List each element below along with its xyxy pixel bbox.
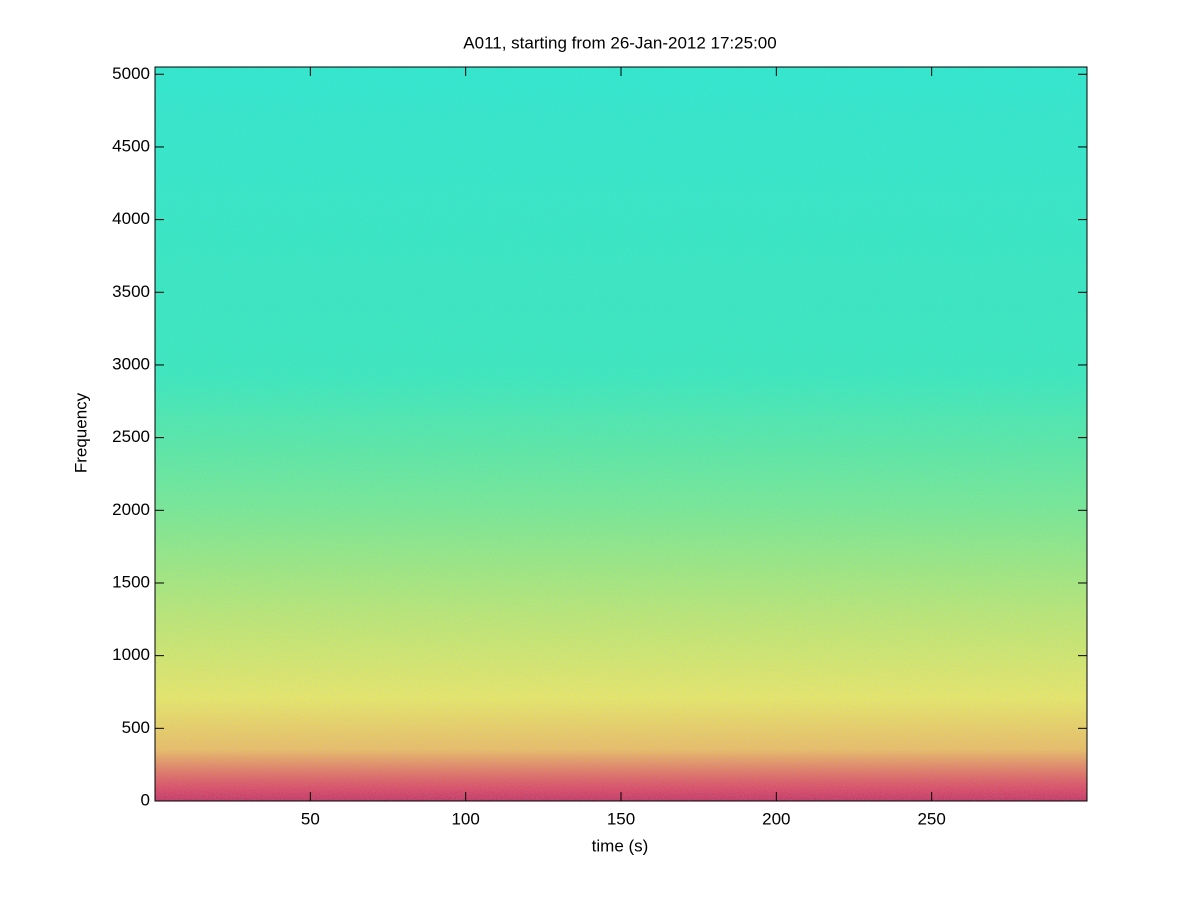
y-tick-label: 1000 bbox=[112, 645, 150, 664]
y-tick-label: 5000 bbox=[112, 64, 150, 83]
x-tick-label: 100 bbox=[451, 809, 479, 828]
chart-title: A011, starting from 26-Jan-2012 17:25:00 bbox=[463, 33, 776, 52]
x-tick-label: 200 bbox=[762, 809, 790, 828]
x-tick-label: 50 bbox=[301, 809, 320, 828]
y-tick-label: 500 bbox=[122, 718, 150, 737]
y-tick-label: 4500 bbox=[112, 136, 150, 155]
y-tick-label: 2000 bbox=[112, 500, 150, 519]
y-tick-label: 2500 bbox=[112, 427, 150, 446]
x-axis-label: time (s) bbox=[592, 836, 649, 855]
y-tick-label: 3000 bbox=[112, 354, 150, 373]
y-tick-label: 1500 bbox=[112, 572, 150, 591]
y-tick-label: 3500 bbox=[112, 282, 150, 301]
y-tick-label: 4000 bbox=[112, 209, 150, 228]
y-axis-label: Frequency bbox=[71, 392, 90, 473]
x-tick-label: 250 bbox=[917, 809, 945, 828]
spectrogram-image bbox=[155, 67, 1087, 801]
x-tick-label: 150 bbox=[607, 809, 635, 828]
y-tick-label: 0 bbox=[141, 790, 150, 809]
